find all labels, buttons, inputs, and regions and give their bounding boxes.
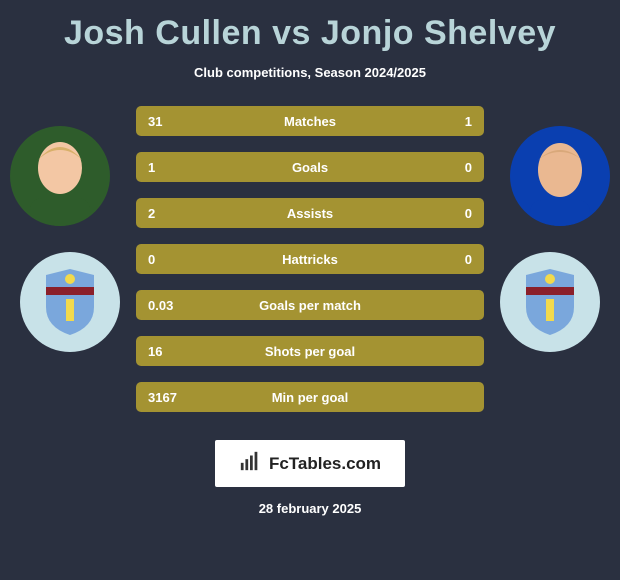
stat-left-value: 31	[148, 114, 208, 129]
stat-left-value: 0.03	[148, 298, 208, 313]
stat-right-value: 0	[412, 206, 472, 221]
footer-date: 28 february 2025	[259, 501, 362, 516]
stat-row: 3167 Min per goal	[136, 382, 484, 412]
page-subtitle: Club competitions, Season 2024/2025	[0, 65, 620, 80]
brand-label: FcTables.com	[269, 454, 381, 474]
stat-row: 31 Matches 1	[136, 106, 484, 136]
brand-box[interactable]: FcTables.com	[215, 440, 405, 487]
stat-left-value: 3167	[148, 390, 208, 405]
stat-left-value: 16	[148, 344, 208, 359]
stat-left-value: 0	[148, 252, 208, 267]
stat-left-value: 2	[148, 206, 208, 221]
stat-label: Assists	[208, 206, 412, 221]
club-right-badge	[500, 252, 600, 352]
bar-chart-icon	[239, 450, 261, 477]
club-left-badge	[20, 252, 120, 352]
stat-label: Min per goal	[208, 390, 412, 405]
stat-row: 1 Goals 0	[136, 152, 484, 182]
stats-container: 31 Matches 1 1 Goals 0 2 Assists 0 0 Hat…	[136, 106, 484, 412]
stat-right-value: 0	[412, 160, 472, 175]
stat-label: Hattricks	[208, 252, 412, 267]
stat-row: 0.03 Goals per match	[136, 290, 484, 320]
stat-row: 16 Shots per goal	[136, 336, 484, 366]
stat-row: 2 Assists 0	[136, 198, 484, 228]
stat-right-value: 1	[412, 114, 472, 129]
stat-row: 0 Hattricks 0	[136, 244, 484, 274]
stat-label: Goals per match	[208, 298, 412, 313]
player-right-avatar	[510, 126, 610, 226]
stat-label: Shots per goal	[208, 344, 412, 359]
stat-label: Matches	[208, 114, 412, 129]
stat-label: Goals	[208, 160, 412, 175]
stat-right-value: 0	[412, 252, 472, 267]
player-left-avatar	[10, 126, 110, 226]
footer: FcTables.com 28 february 2025	[0, 440, 620, 516]
page-title: Josh Cullen vs Jonjo Shelvey	[0, 0, 620, 53]
stat-left-value: 1	[148, 160, 208, 175]
